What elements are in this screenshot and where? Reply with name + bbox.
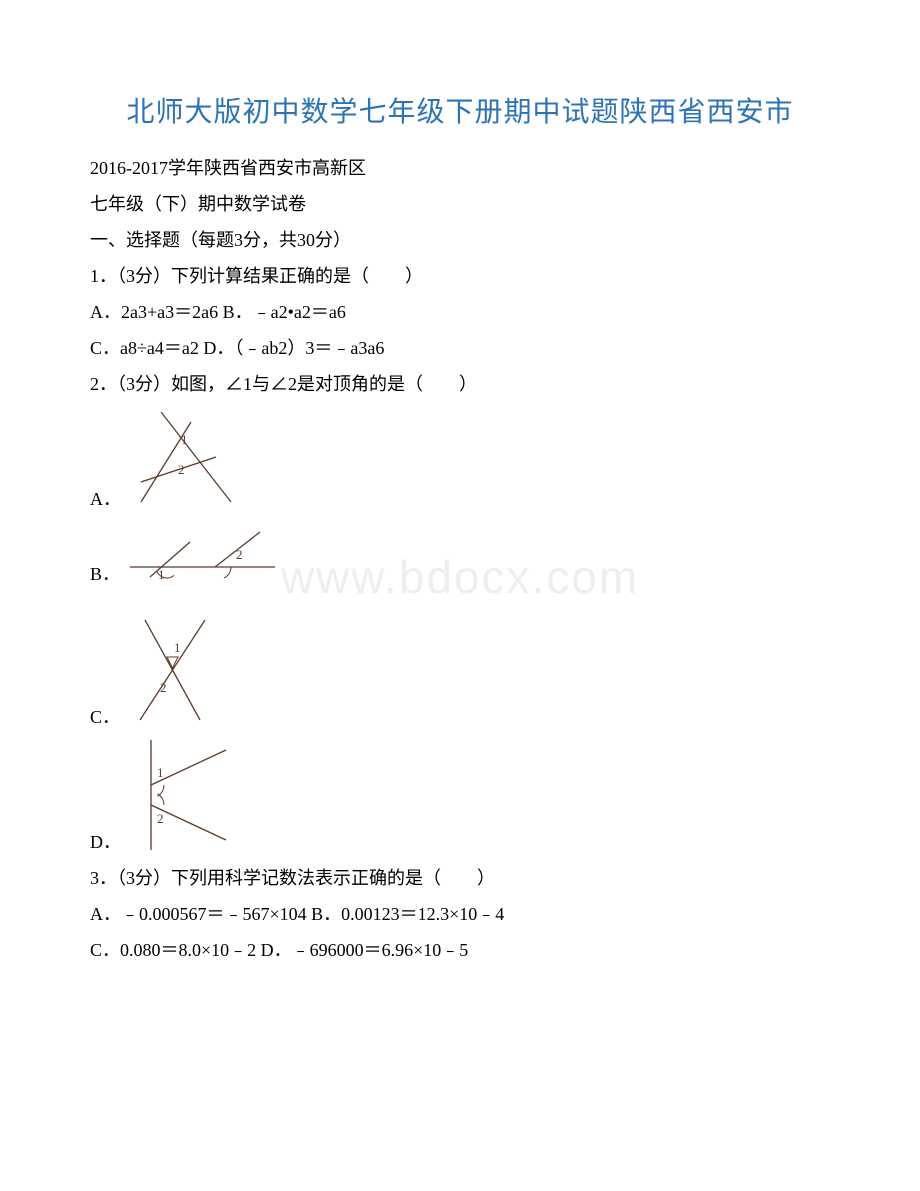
svg-text:1: 1 bbox=[158, 567, 165, 582]
question-1-options-a: A．2a3+a3＝2a6 B．﹣a2•a2＝a6 bbox=[90, 294, 830, 330]
figure-a: 12 bbox=[121, 402, 241, 517]
question-1: 1．（3分）下列计算结果正确的是（ ） bbox=[90, 258, 830, 294]
subtitle-line-1: 2016-2017学年陕西省西安市高新区 bbox=[90, 150, 830, 186]
subtitle-line-2: 七年级（下）期中数学试卷 bbox=[90, 186, 830, 222]
option-b-row: B． 12 bbox=[90, 517, 830, 592]
svg-text:2: 2 bbox=[178, 462, 185, 477]
svg-text:1: 1 bbox=[181, 432, 188, 447]
spacer bbox=[90, 592, 830, 610]
svg-text:2: 2 bbox=[160, 680, 167, 695]
figure-c: 12 bbox=[120, 610, 230, 735]
option-c-label: C． bbox=[90, 699, 120, 735]
figure-b: 12 bbox=[120, 517, 280, 592]
svg-text:1: 1 bbox=[157, 765, 164, 780]
option-a-label: A． bbox=[90, 481, 121, 517]
question-3-options-b: C．0.080＝8.0×10﹣2 D．﹣696000＝6.96×10﹣5 bbox=[90, 932, 830, 968]
option-a-row: A． 12 bbox=[90, 402, 830, 517]
option-b-label: B． bbox=[90, 556, 120, 592]
question-3: 3．（3分）下列用科学记数法表示正确的是（ ） bbox=[90, 860, 830, 896]
option-c-row: C． 12 bbox=[90, 610, 830, 735]
document-page: www.bdocx.com 北师大版初中数学七年级下册期中试题陕西省西安市 20… bbox=[0, 0, 920, 1008]
option-d-label: D． bbox=[90, 824, 121, 860]
svg-text:2: 2 bbox=[157, 811, 164, 826]
option-d-row: D． 12 bbox=[90, 735, 830, 860]
question-2: 2．（3分）如图，∠1与∠2是对顶角的是（ ） bbox=[90, 366, 830, 402]
svg-text:1: 1 bbox=[174, 640, 181, 655]
question-3-options-a: A．﹣0.000567＝﹣567×104 B．0.00123＝12.3×10﹣4 bbox=[90, 896, 830, 932]
section-heading: 一、选择题（每题3分，共30分） bbox=[90, 222, 830, 258]
figure-d: 12 bbox=[121, 735, 231, 860]
question-1-options-b: C．a8÷a4＝a2 D．（﹣ab2）3＝﹣a3a6 bbox=[90, 330, 830, 366]
svg-text:2: 2 bbox=[236, 547, 243, 562]
page-title: 北师大版初中数学七年级下册期中试题陕西省西安市 bbox=[90, 90, 830, 130]
